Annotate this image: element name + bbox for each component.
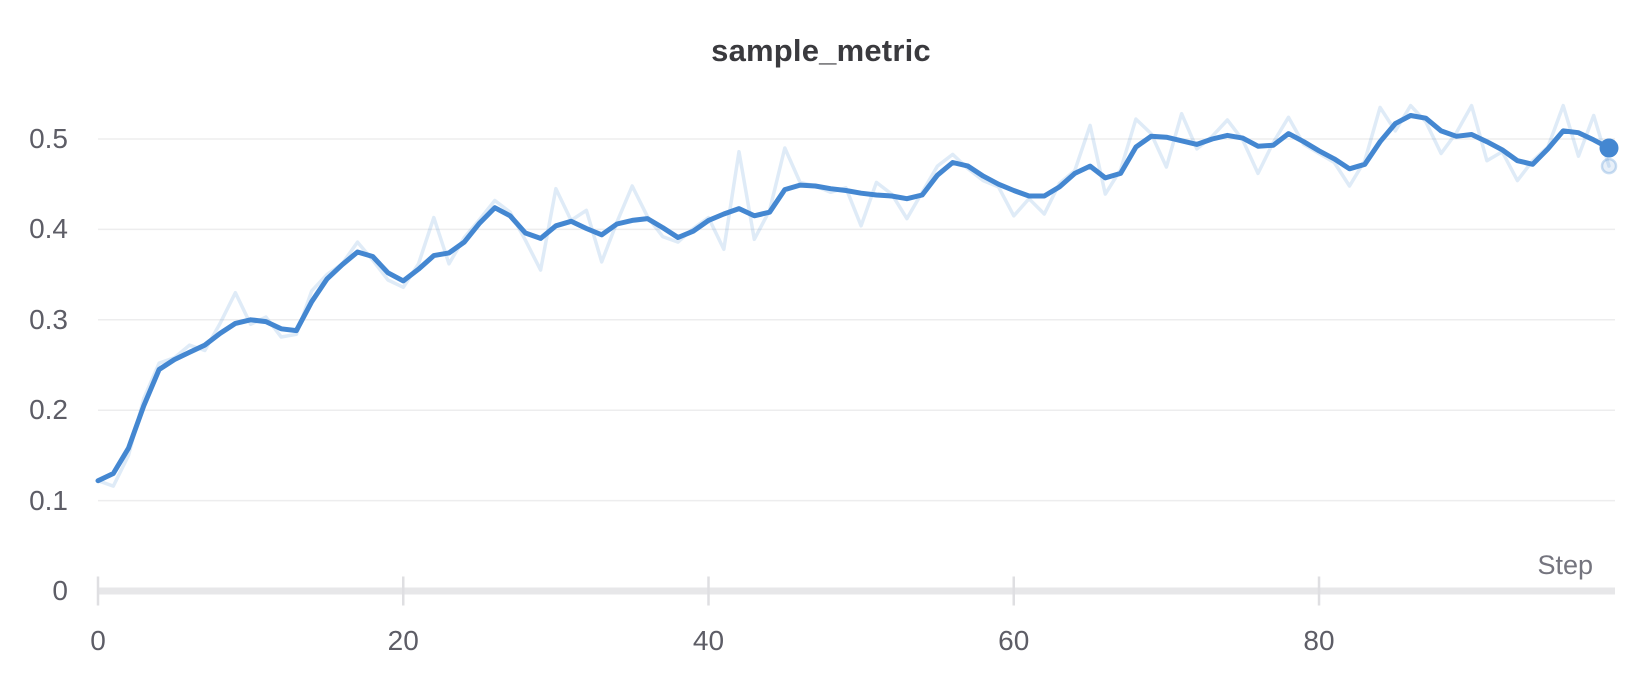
x-axis-title: Step — [1537, 550, 1593, 580]
raw-series-line — [96, 103, 1611, 488]
y-tick-label: 0.5 — [29, 123, 68, 154]
x-tick-label: 0 — [90, 625, 106, 656]
x-tick-label: 40 — [692, 625, 725, 656]
y-tick-label: 0.4 — [29, 213, 68, 245]
chart-title: sample_metric — [711, 33, 931, 68]
y-tick-label: 0 — [52, 575, 68, 606]
raw-end-point-dot — [1600, 157, 1618, 175]
x-tick-label: 20 — [387, 625, 419, 656]
end-point-dot[interactable] — [1599, 138, 1619, 158]
x-axis-line — [98, 587, 1615, 595]
y-tick-label: 0.1 — [29, 484, 68, 516]
y-tick-label: 0.2 — [29, 394, 68, 426]
x-tick-label: 80 — [1303, 625, 1335, 656]
x-tick-label: 60 — [998, 625, 1030, 656]
y-tick-label: 0.3 — [29, 303, 68, 335]
smoothed-series-line — [95, 113, 1612, 484]
